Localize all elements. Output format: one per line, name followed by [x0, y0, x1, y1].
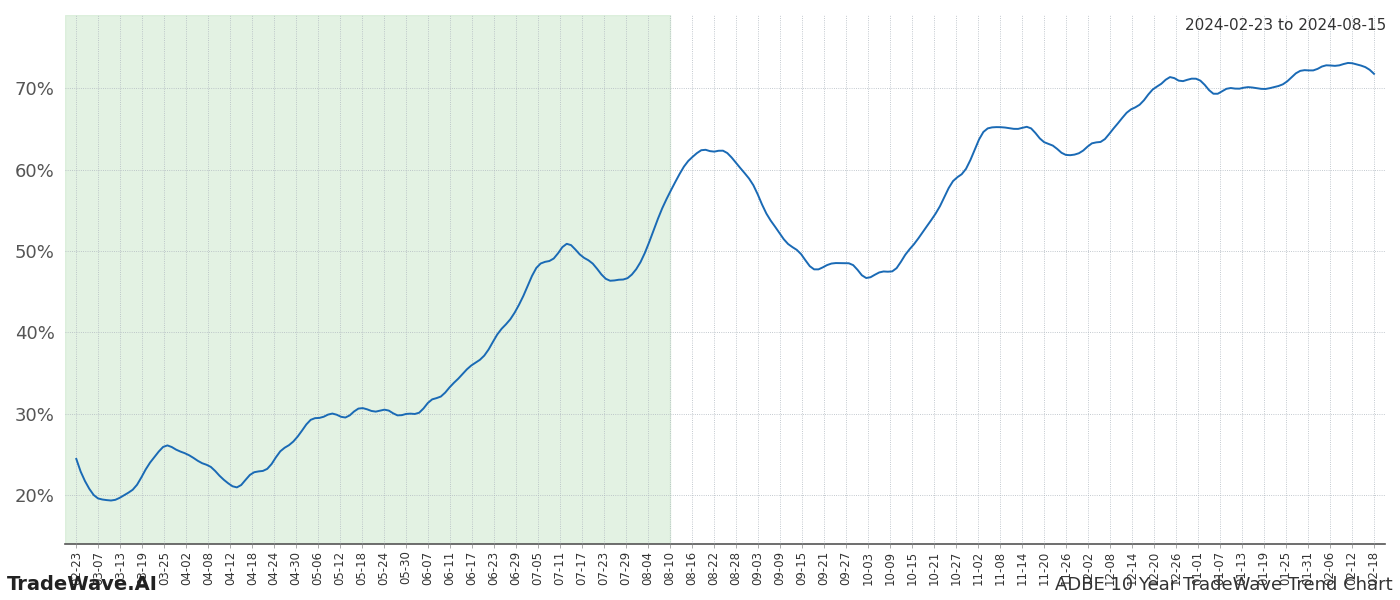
Text: ADBE 10 Year TradeWave Trend Chart: ADBE 10 Year TradeWave Trend Chart [1056, 576, 1393, 594]
Text: 2024-02-23 to 2024-08-15: 2024-02-23 to 2024-08-15 [1184, 18, 1386, 33]
Text: TradeWave.AI: TradeWave.AI [7, 575, 158, 594]
Bar [66, 15, 671, 544]
